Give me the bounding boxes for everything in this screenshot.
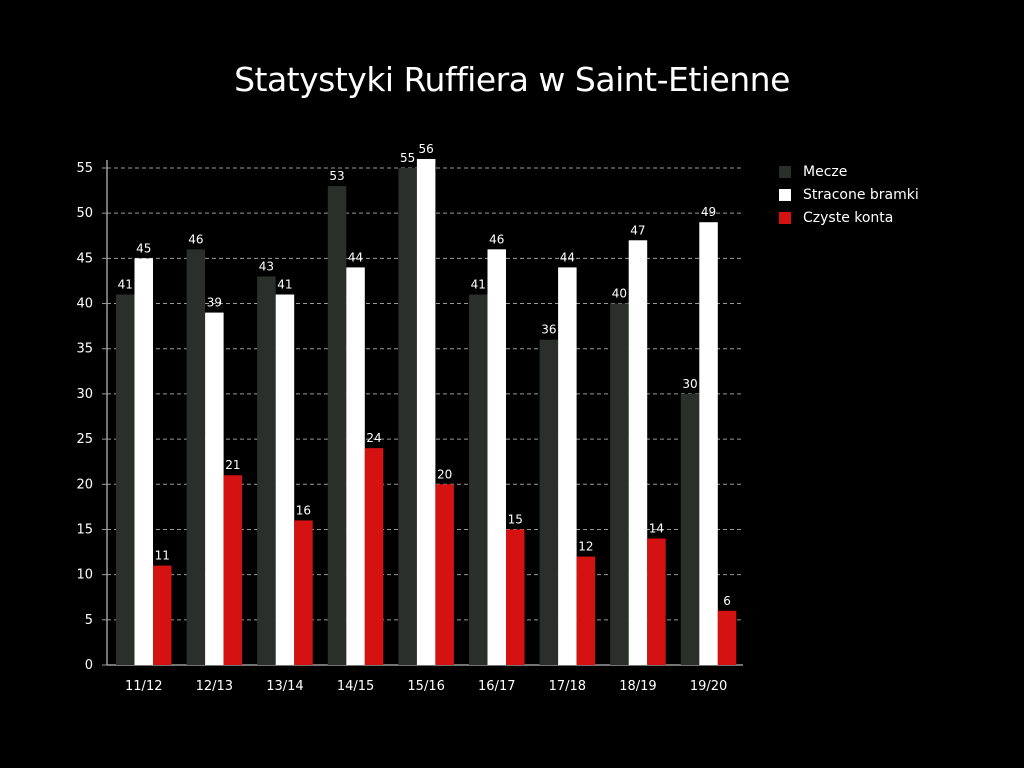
x-tick-label: 16/17	[478, 679, 515, 694]
data-label: 41	[471, 278, 486, 292]
data-label: 6	[723, 594, 731, 608]
y-tick-label: 25	[76, 432, 93, 447]
y-tick-label: 35	[76, 342, 93, 357]
legend-swatch-stracone-bramki	[779, 188, 791, 201]
bar	[327, 186, 347, 665]
legend-item-stracone-bramki: Stracone bramki	[779, 183, 919, 206]
data-label: 40	[612, 287, 627, 301]
bar	[416, 158, 436, 666]
legend-swatch-czyste-konta	[779, 211, 791, 224]
bar	[257, 276, 276, 665]
bar	[717, 610, 737, 665]
bar	[628, 240, 648, 666]
bar	[294, 520, 313, 665]
bar	[134, 258, 153, 665]
bar	[680, 393, 700, 665]
y-tick-label: 5	[85, 613, 93, 628]
legend-item-mecze: Mecze	[779, 160, 919, 183]
data-label: 20	[437, 467, 452, 481]
bar	[116, 294, 135, 665]
x-tick-label: 18/19	[619, 679, 656, 694]
bar	[699, 222, 718, 665]
data-label: 53	[329, 169, 344, 183]
data-label: 39	[207, 296, 222, 310]
data-label: 46	[489, 232, 504, 246]
data-label: 15	[508, 512, 523, 526]
bar	[647, 538, 666, 665]
bar	[153, 565, 172, 665]
x-tick-label: 17/18	[549, 679, 586, 694]
legend-label-czyste-konta: Czyste konta	[803, 209, 894, 226]
legend-label-mecze: Mecze	[803, 163, 848, 180]
x-tick-label: 11/12	[125, 679, 162, 694]
y-tick-label: 40	[76, 297, 93, 312]
y-tick-label: 45	[76, 251, 93, 266]
legend: Mecze Stracone bramki Czyste konta	[779, 160, 919, 229]
data-label: 56	[419, 142, 434, 156]
data-label: 45	[136, 241, 151, 255]
y-tick-label: 30	[76, 387, 93, 402]
bar	[487, 249, 506, 665]
bar	[558, 267, 577, 665]
bar	[223, 475, 243, 665]
data-label: 11	[155, 549, 170, 563]
data-label: 21	[225, 458, 240, 472]
data-label: 41	[277, 278, 292, 292]
bar	[469, 294, 488, 665]
data-label: 14	[649, 521, 664, 535]
bar	[576, 556, 596, 665]
y-tick-label: 55	[76, 161, 93, 176]
legend-item-czyste-konta: Czyste konta	[779, 206, 919, 229]
data-label: 24	[366, 431, 381, 445]
bar	[205, 312, 224, 665]
data-label: 43	[259, 259, 274, 273]
x-tick-label: 12/13	[196, 679, 233, 694]
bar	[364, 448, 384, 665]
y-tick-label: 20	[76, 477, 93, 492]
data-label: 44	[348, 250, 363, 264]
bar	[506, 529, 525, 665]
y-tick-label: 50	[76, 206, 93, 221]
chart-title: Statystyki Ruffiera w Saint-Etienne	[234, 60, 790, 99]
legend-swatch-mecze	[779, 165, 791, 178]
bar	[610, 303, 629, 665]
data-label: 12	[578, 540, 593, 554]
bar	[398, 168, 417, 665]
x-tick-label: 15/16	[407, 679, 444, 694]
bar	[435, 484, 454, 665]
data-label: 41	[118, 278, 133, 292]
data-label: 55	[400, 151, 415, 165]
bar	[275, 294, 295, 665]
x-tick-label: 19/20	[690, 679, 727, 694]
y-tick-label: 10	[76, 568, 93, 583]
data-label: 30	[682, 377, 697, 391]
data-label: 47	[630, 223, 645, 237]
x-tick-label: 14/15	[337, 679, 374, 694]
data-label: 16	[296, 503, 311, 517]
data-label: 46	[188, 232, 203, 246]
legend-label-stracone-bramki: Stracone bramki	[803, 186, 919, 203]
y-tick-label: 0	[85, 658, 93, 673]
x-tick-label: 13/14	[266, 679, 303, 694]
bar	[539, 339, 559, 665]
bar	[186, 249, 206, 665]
y-tick-label: 15	[76, 522, 93, 537]
data-label: 44	[560, 250, 575, 264]
data-label: 49	[701, 205, 716, 219]
data-label: 36	[541, 323, 556, 337]
bar	[346, 267, 365, 665]
